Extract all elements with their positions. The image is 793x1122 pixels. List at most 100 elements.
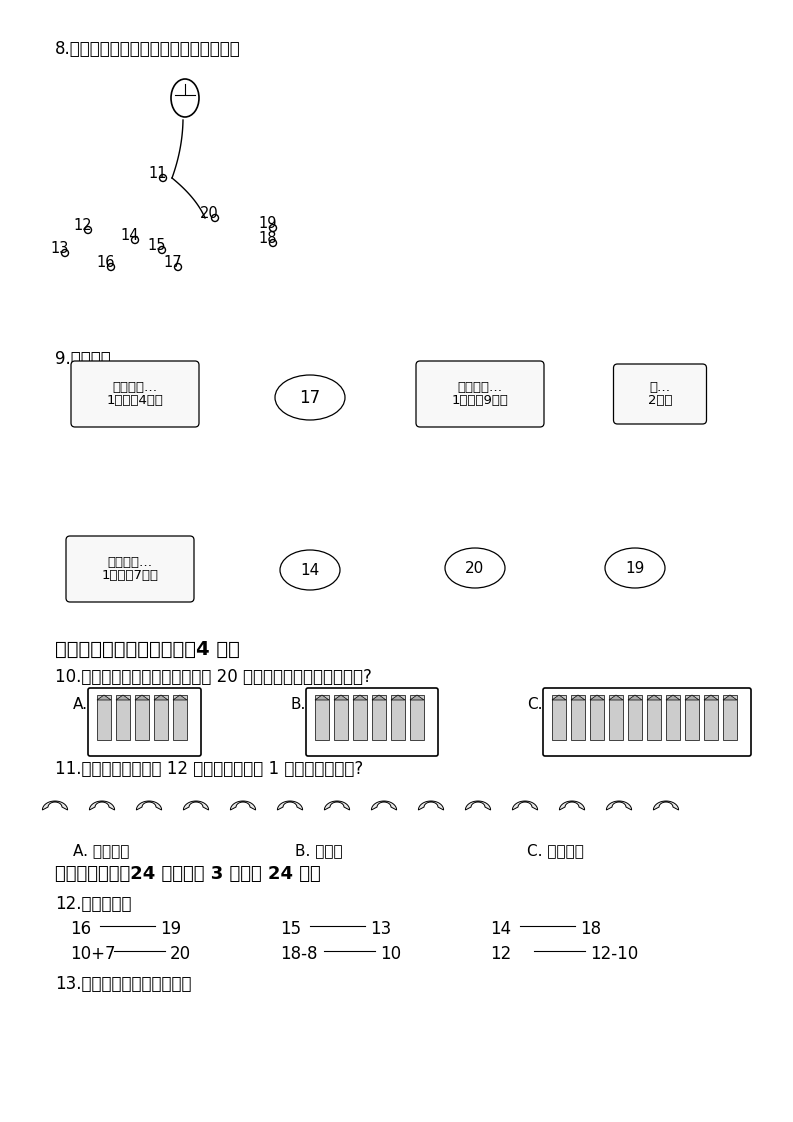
Text: 17: 17: [163, 255, 182, 269]
Text: 20: 20: [170, 945, 191, 963]
Text: B. 不够分: B. 不够分: [295, 843, 343, 858]
Polygon shape: [653, 801, 679, 810]
Bar: [353, 695, 367, 741]
Text: A.: A.: [73, 697, 88, 712]
Text: 2个十: 2个十: [648, 394, 672, 407]
Polygon shape: [552, 695, 566, 700]
Text: 12-10: 12-10: [590, 945, 638, 963]
Text: 合起来是…: 合起来是…: [113, 381, 158, 394]
Text: 8.按从小到大的顺序把下面各点连起来。: 8.按从小到大的顺序把下面各点连起来。: [55, 40, 241, 58]
Text: 13.在横线上填上合适的数。: 13.在横线上填上合适的数。: [55, 975, 191, 993]
Bar: [116, 695, 130, 741]
Bar: [154, 695, 168, 741]
Text: A. 正好分完: A. 正好分完: [73, 843, 129, 858]
FancyBboxPatch shape: [306, 688, 438, 756]
FancyBboxPatch shape: [71, 361, 199, 427]
Ellipse shape: [605, 548, 665, 588]
Text: 四、我会做。（24 分）（共 3 题；共 24 分）: 四、我会做。（24 分）（共 3 题；共 24 分）: [55, 865, 320, 883]
Polygon shape: [135, 695, 149, 700]
Polygon shape: [609, 695, 623, 700]
Polygon shape: [647, 695, 661, 700]
Polygon shape: [590, 695, 604, 700]
Text: 12: 12: [73, 218, 92, 232]
Polygon shape: [324, 801, 350, 810]
Bar: [571, 695, 585, 741]
Text: 19: 19: [626, 561, 645, 576]
Text: 10+7: 10+7: [70, 945, 116, 963]
Polygon shape: [410, 695, 424, 700]
Text: 11: 11: [148, 166, 167, 181]
Polygon shape: [571, 695, 585, 700]
Polygon shape: [628, 695, 642, 700]
FancyBboxPatch shape: [66, 536, 194, 603]
Polygon shape: [353, 695, 367, 700]
Text: 18: 18: [258, 230, 277, 246]
Polygon shape: [90, 801, 115, 810]
Text: 12.比较大小。: 12.比较大小。: [55, 895, 132, 913]
Polygon shape: [136, 801, 162, 810]
Text: 15: 15: [147, 238, 166, 252]
Polygon shape: [723, 695, 737, 700]
Bar: [685, 695, 699, 741]
Polygon shape: [315, 695, 329, 700]
Text: 18-8: 18-8: [280, 945, 317, 963]
Text: 17: 17: [300, 388, 320, 406]
Polygon shape: [372, 695, 386, 700]
Bar: [704, 695, 718, 741]
Polygon shape: [607, 801, 631, 810]
FancyBboxPatch shape: [543, 688, 751, 756]
Polygon shape: [42, 801, 67, 810]
Text: 10.小明有两盒一样的蜡笔，一共 20 支。下面哪一种是其中的盒?: 10.小明有两盒一样的蜡笔，一共 20 支。下面哪一种是其中的盒?: [55, 668, 372, 686]
Text: 19: 19: [258, 215, 277, 230]
FancyBboxPatch shape: [88, 688, 201, 756]
Bar: [334, 695, 348, 741]
Text: B.: B.: [290, 697, 305, 712]
Polygon shape: [391, 695, 405, 700]
Polygon shape: [154, 695, 168, 700]
Text: 1个十和9个一: 1个十和9个一: [451, 394, 508, 407]
Text: 13: 13: [370, 920, 391, 938]
Text: 15: 15: [280, 920, 301, 938]
Bar: [173, 695, 187, 741]
Polygon shape: [231, 801, 255, 810]
FancyBboxPatch shape: [614, 364, 707, 424]
Bar: [315, 695, 329, 741]
Polygon shape: [334, 695, 348, 700]
Bar: [590, 695, 604, 741]
Polygon shape: [97, 695, 111, 700]
Polygon shape: [371, 801, 396, 810]
Polygon shape: [685, 695, 699, 700]
Text: 1个十和4个一: 1个十和4个一: [106, 394, 163, 407]
Text: 合起来是…: 合起来是…: [107, 557, 152, 569]
Text: 是…: 是…: [649, 381, 671, 394]
Bar: [666, 695, 680, 741]
Text: 20: 20: [465, 561, 485, 576]
Text: 9.打电话。: 9.打电话。: [55, 350, 111, 368]
Polygon shape: [419, 801, 443, 810]
Ellipse shape: [445, 548, 505, 588]
Bar: [135, 695, 149, 741]
Text: C.: C.: [527, 697, 542, 712]
Ellipse shape: [275, 375, 345, 420]
Polygon shape: [704, 695, 718, 700]
Text: 13: 13: [50, 240, 68, 256]
Polygon shape: [666, 695, 680, 700]
Bar: [628, 695, 642, 741]
Polygon shape: [559, 801, 584, 810]
Text: 1个十和7个一: 1个十和7个一: [102, 569, 159, 581]
Text: C. 还有剩余: C. 还有剩余: [527, 843, 584, 858]
Polygon shape: [278, 801, 303, 810]
Bar: [391, 695, 405, 741]
FancyBboxPatch shape: [416, 361, 544, 427]
Text: 14: 14: [490, 920, 511, 938]
Polygon shape: [116, 695, 130, 700]
Ellipse shape: [280, 550, 340, 590]
Bar: [723, 695, 737, 741]
Bar: [410, 695, 424, 741]
Text: 14: 14: [301, 562, 320, 578]
Polygon shape: [465, 801, 491, 810]
Text: 11.把下面的香蕉分给 12 个小朋友，每人 1 根，结果怎么样?: 11.把下面的香蕉分给 12 个小朋友，每人 1 根，结果怎么样?: [55, 760, 363, 778]
Text: 19: 19: [160, 920, 181, 938]
Text: 合起来是…: 合起来是…: [458, 381, 503, 394]
Bar: [647, 695, 661, 741]
